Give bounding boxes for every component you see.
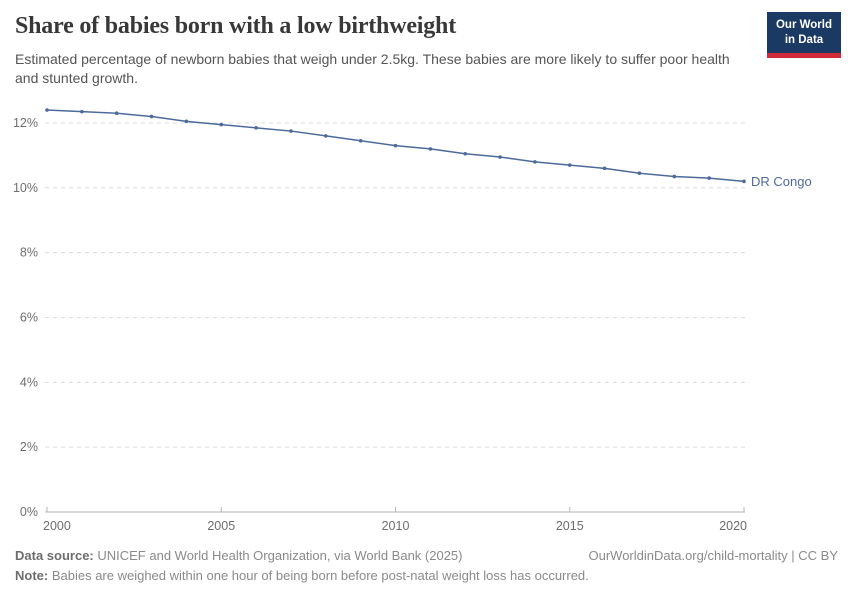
chart-footer: Data source: UNICEF and World Health Org… xyxy=(15,546,838,586)
series-end-label: DR Congo xyxy=(751,174,812,189)
y-axis-tick-label: 6% xyxy=(20,310,38,324)
chart-header: Share of babies born with a low birthwei… xyxy=(15,12,755,89)
data-point xyxy=(463,151,468,156)
data-point xyxy=(498,155,502,159)
data-point xyxy=(289,129,293,133)
owid-logo-line2: in Data xyxy=(784,33,824,46)
data-point xyxy=(184,119,189,124)
data-point xyxy=(567,163,572,167)
note-label: Note: xyxy=(15,568,49,584)
license-text: OurWorldinData.org/child-mortality | CC … xyxy=(588,548,839,563)
x-axis-tick-label: 2005 xyxy=(207,519,235,533)
y-axis-tick-label: 2% xyxy=(20,440,38,454)
data-point xyxy=(324,134,328,138)
data-point xyxy=(358,138,363,143)
data-point xyxy=(45,108,49,112)
data-point xyxy=(80,109,84,114)
page-title: Share of babies born with a low birthwei… xyxy=(15,13,457,39)
data-point xyxy=(114,111,119,116)
data-point xyxy=(707,176,711,180)
data-point xyxy=(533,160,537,164)
owid-logo-line1: Our World xyxy=(775,19,832,31)
data-point xyxy=(254,126,258,130)
footer-row-note: Note: Babies are weighed within one hour… xyxy=(15,566,838,586)
y-axis-tick-label: 4% xyxy=(20,375,38,389)
y-axis-tick-label: 10% xyxy=(13,181,38,195)
x-axis-tick-label: 2000 xyxy=(43,519,71,533)
y-axis-tick-label: 12% xyxy=(13,116,38,130)
data-source-value: UNICEF and World Health Organization, vi… xyxy=(93,548,463,563)
data-point xyxy=(742,179,746,184)
data-point xyxy=(149,114,154,119)
note-value: Babies are weighed within one hour of be… xyxy=(48,568,589,584)
chart-canvas: 0% 2% 4% 6% 8% 10% 12% 2000 2005 2010 2015 2020 DR C… xyxy=(13,108,812,533)
x-axis-tick-label: 2020 xyxy=(719,519,747,533)
data-point xyxy=(637,171,642,176)
data-point xyxy=(602,166,607,171)
x-axis-tick-label: 2015 xyxy=(556,519,584,533)
footer-row-source: Data source: UNICEF and World Health Org… xyxy=(15,546,838,566)
line-chart: 0% 2% 4% 6% 8% 10% 12% 2000 2005 2010 2015 2020 DR C… xyxy=(0,95,850,540)
y-axis-tick-label: 8% xyxy=(20,246,38,260)
data-point xyxy=(428,147,433,151)
data-point xyxy=(672,174,677,179)
data-source-text: Data source: UNICEF and World Health Org… xyxy=(15,546,463,566)
x-axis-tick-label: 2010 xyxy=(382,519,410,533)
data-source-label: Data source: xyxy=(15,548,94,563)
owid-logo: Our World in Data xyxy=(767,12,841,58)
y-axis-tick-label: 0% xyxy=(20,505,38,519)
data-point xyxy=(219,122,224,127)
data-point xyxy=(393,143,398,148)
chart-subtitle: Estimated percentage of newborn babies t… xyxy=(15,50,730,87)
